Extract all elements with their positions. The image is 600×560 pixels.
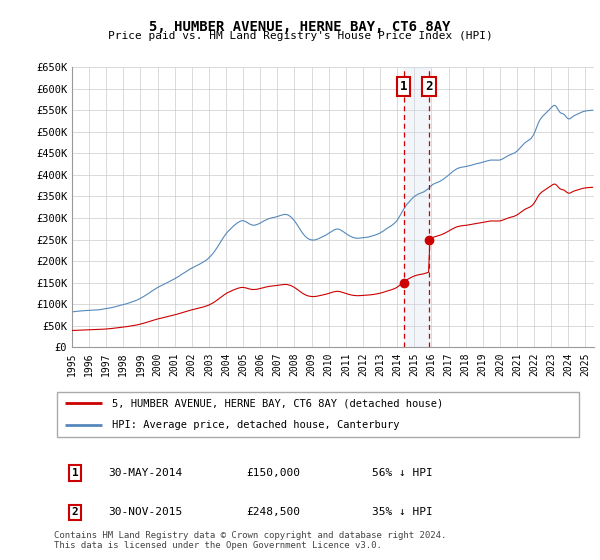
Text: 5, HUMBER AVENUE, HERNE BAY, CT6 8AY (detached house): 5, HUMBER AVENUE, HERNE BAY, CT6 8AY (de… <box>112 398 443 408</box>
Text: 2: 2 <box>71 507 79 517</box>
Text: Contains HM Land Registry data © Crown copyright and database right 2024.
This d: Contains HM Land Registry data © Crown c… <box>54 530 446 550</box>
Text: 2: 2 <box>425 80 433 93</box>
Text: 1: 1 <box>71 468 79 478</box>
Text: HPI: Average price, detached house, Canterbury: HPI: Average price, detached house, Cant… <box>112 421 400 431</box>
Bar <box>404 67 429 347</box>
Text: 30-MAY-2014: 30-MAY-2014 <box>108 468 182 478</box>
Text: 35% ↓ HPI: 35% ↓ HPI <box>372 507 433 517</box>
Text: £150,000: £150,000 <box>246 468 300 478</box>
Text: 1: 1 <box>400 80 407 93</box>
Text: Price paid vs. HM Land Registry's House Price Index (HPI): Price paid vs. HM Land Registry's House … <box>107 31 493 41</box>
Text: 56% ↓ HPI: 56% ↓ HPI <box>372 468 433 478</box>
Text: 30-NOV-2015: 30-NOV-2015 <box>108 507 182 517</box>
Text: £248,500: £248,500 <box>246 507 300 517</box>
Text: 5, HUMBER AVENUE, HERNE BAY, CT6 8AY: 5, HUMBER AVENUE, HERNE BAY, CT6 8AY <box>149 20 451 34</box>
FancyBboxPatch shape <box>56 392 580 437</box>
